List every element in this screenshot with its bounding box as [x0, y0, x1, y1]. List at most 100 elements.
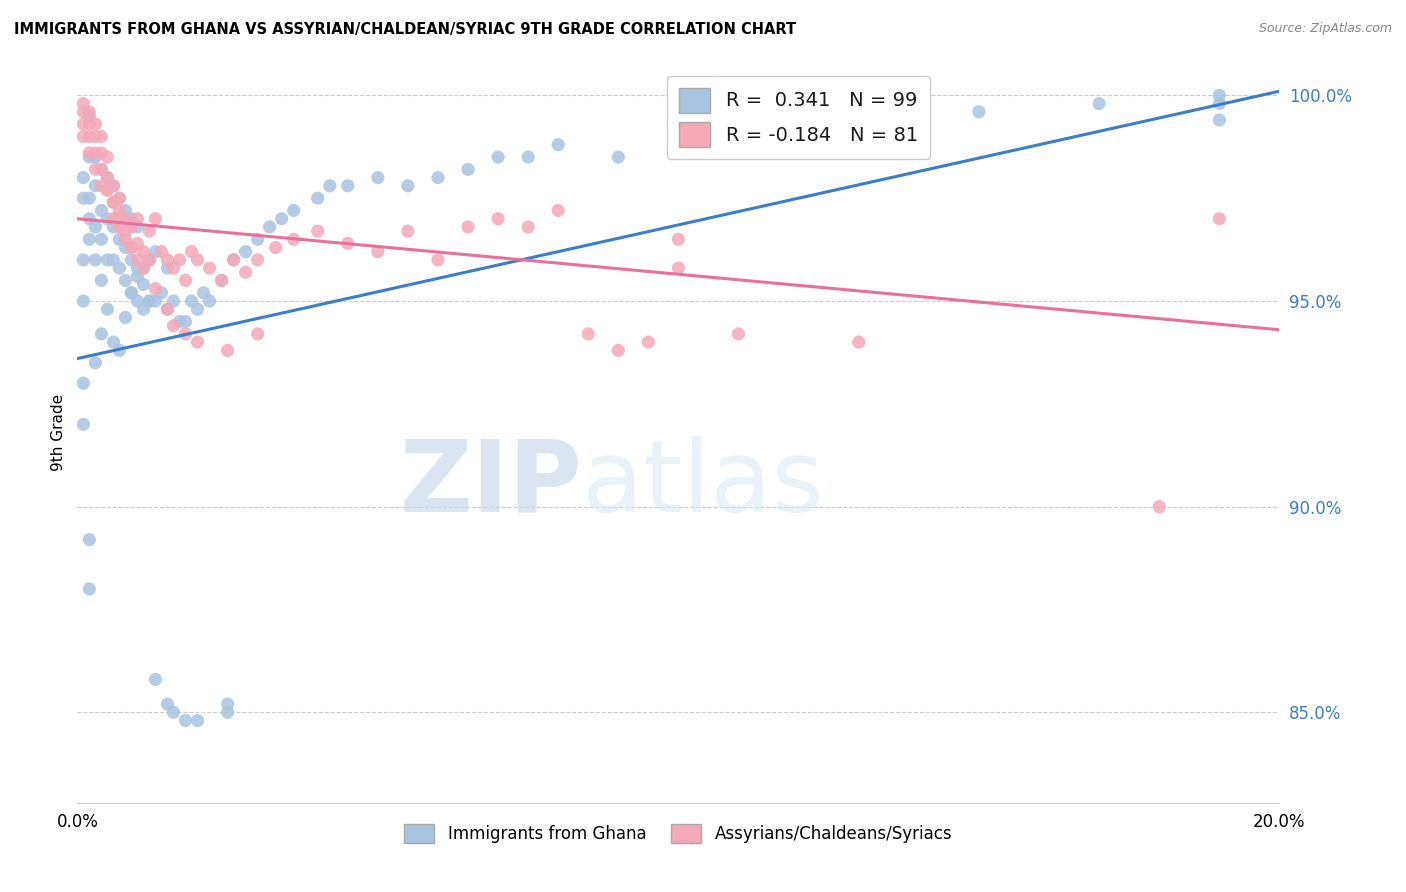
Point [396, 224, 419, 238]
Point [217, 343, 239, 358]
Point [222, 252, 245, 267]
Point [84, 252, 107, 267]
Point [162, 318, 184, 333]
Point [90, 273, 112, 287]
Point [145, 244, 167, 259]
Point [367, 244, 389, 259]
Point [283, 232, 305, 246]
Point [84, 219, 107, 234]
Point [120, 240, 142, 254]
Point [79, 104, 101, 119]
Point [787, 129, 810, 144]
Point [169, 252, 191, 267]
Point [396, 178, 419, 193]
Point [169, 314, 191, 328]
Point [235, 244, 257, 259]
Text: atlas: atlas [582, 436, 824, 533]
Point [264, 240, 287, 254]
Point [90, 162, 112, 177]
Point [198, 293, 221, 308]
Point [79, 191, 101, 205]
Point [367, 170, 389, 185]
Point [186, 335, 209, 350]
Point [162, 293, 184, 308]
Point [1208, 88, 1230, 103]
Point [517, 150, 540, 164]
Point [1208, 96, 1230, 111]
Point [90, 178, 112, 193]
Point [120, 211, 142, 226]
Point [114, 211, 136, 226]
Point [120, 252, 142, 267]
Point [198, 261, 221, 276]
Point [84, 117, 107, 131]
Point [486, 150, 509, 164]
Point [217, 697, 239, 711]
Point [108, 191, 131, 205]
Point [457, 219, 479, 234]
Point [79, 129, 101, 144]
Legend: Immigrants from Ghana, Assyrians/Chaldeans/Syriacs: Immigrants from Ghana, Assyrians/Chaldea… [398, 817, 959, 850]
Point [174, 314, 197, 328]
Point [90, 162, 112, 177]
Y-axis label: 9th Grade: 9th Grade [51, 394, 66, 471]
Point [79, 109, 101, 123]
Point [127, 261, 149, 276]
Point [72, 376, 94, 391]
Point [114, 310, 136, 325]
Point [96, 183, 118, 197]
Point [96, 183, 118, 197]
Point [108, 211, 131, 226]
Point [108, 232, 131, 246]
Point [668, 137, 690, 152]
Point [156, 302, 179, 317]
Point [127, 211, 149, 226]
Point [79, 117, 101, 131]
Point [72, 129, 94, 144]
Point [103, 195, 125, 210]
Point [668, 261, 690, 276]
Point [336, 178, 359, 193]
Point [174, 714, 197, 728]
Point [96, 252, 118, 267]
Point [145, 282, 167, 296]
Point [114, 203, 136, 218]
Point [576, 326, 599, 341]
Point [193, 285, 215, 300]
Point [848, 121, 870, 136]
Point [114, 240, 136, 254]
Point [127, 236, 149, 251]
Point [222, 252, 245, 267]
Point [180, 293, 202, 308]
Point [186, 252, 209, 267]
Point [547, 203, 569, 218]
Point [246, 326, 269, 341]
Point [108, 261, 131, 276]
Point [1208, 211, 1230, 226]
Point [156, 261, 179, 276]
Point [84, 145, 107, 160]
Point [72, 191, 94, 205]
Point [127, 293, 149, 308]
Point [127, 252, 149, 267]
Point [114, 224, 136, 238]
Point [90, 232, 112, 246]
Point [138, 252, 160, 267]
Point [96, 150, 118, 164]
Point [607, 150, 630, 164]
Point [127, 219, 149, 234]
Point [79, 150, 101, 164]
Point [84, 162, 107, 177]
Point [427, 170, 450, 185]
Point [103, 211, 125, 226]
Point [319, 178, 342, 193]
Point [150, 285, 173, 300]
Point [120, 219, 142, 234]
Point [967, 104, 990, 119]
Point [114, 232, 136, 246]
Point [848, 335, 870, 350]
Point [727, 326, 749, 341]
Point [246, 232, 269, 246]
Point [186, 714, 209, 728]
Point [217, 706, 239, 720]
